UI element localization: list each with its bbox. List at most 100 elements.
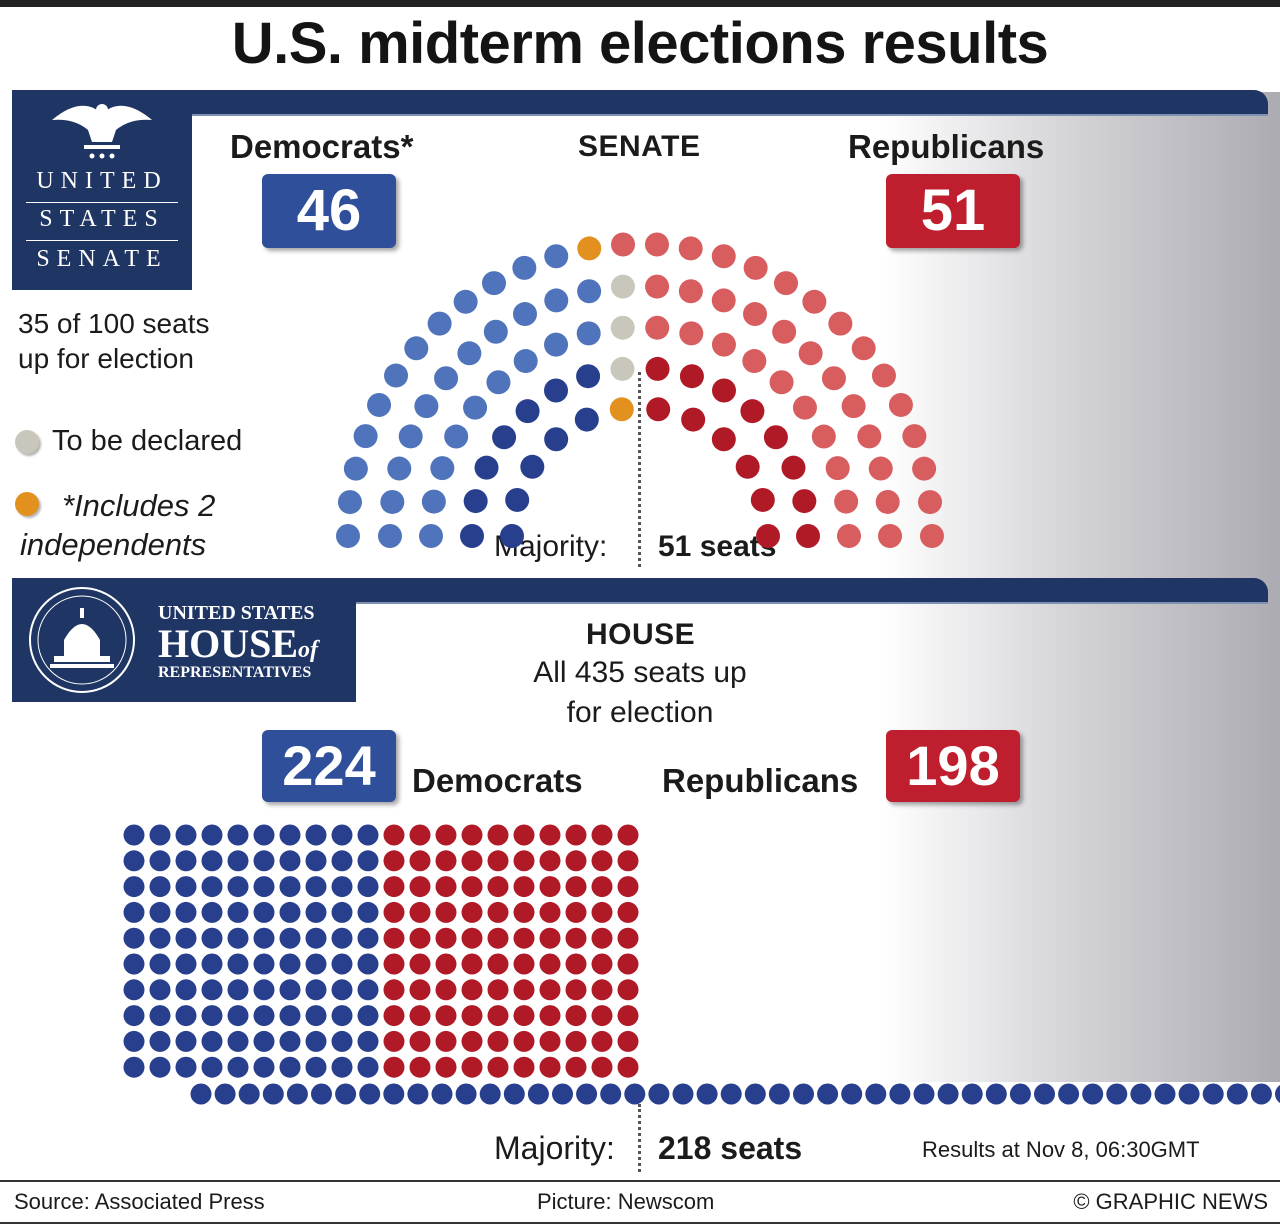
senate-seat-dem bbox=[380, 489, 405, 514]
house-seat-dem bbox=[817, 1083, 839, 1105]
house-seat-rep bbox=[435, 927, 457, 949]
house-seat-dem bbox=[227, 1030, 249, 1052]
senate-seat-rep bbox=[902, 424, 927, 449]
house-seat-rep bbox=[383, 901, 405, 923]
house-seat-rep bbox=[487, 1030, 509, 1052]
senate-seat-rep bbox=[802, 289, 827, 314]
house-seat-dem bbox=[123, 979, 145, 1001]
senate-seat-rep bbox=[769, 370, 794, 395]
house-seat-rep bbox=[487, 1056, 509, 1078]
senate-seats-note-1: 35 of 100 seats bbox=[18, 308, 210, 339]
house-seat-rep bbox=[565, 876, 587, 898]
senate-emblem: UNITED STATES SENATE bbox=[12, 90, 192, 290]
legend-independent-label-1: *Includes 2 bbox=[62, 488, 216, 523]
house-seat-rep bbox=[383, 1030, 405, 1052]
house-seat-rep bbox=[617, 953, 639, 975]
house-seat-dem bbox=[201, 850, 223, 872]
house-seat-dem bbox=[175, 979, 197, 1001]
senate-seat-rep bbox=[772, 319, 797, 344]
house-seat-dem bbox=[253, 927, 275, 949]
house-seat-dem bbox=[123, 876, 145, 898]
house-seat-dem bbox=[383, 1083, 405, 1105]
senate-seat-undeclared bbox=[610, 274, 635, 299]
house-seat-dem bbox=[123, 824, 145, 846]
house-seat-dem bbox=[431, 1083, 453, 1105]
legend-declared-label: To be declared bbox=[52, 425, 243, 457]
house-dem-label: Democrats bbox=[412, 762, 583, 799]
house-seat-rep bbox=[565, 1030, 587, 1052]
house-seat-dem bbox=[201, 979, 223, 1001]
house-seat-dem bbox=[149, 901, 171, 923]
house-heading: HOUSE bbox=[586, 618, 696, 651]
senate-seat-rep bbox=[756, 524, 780, 548]
senate-seat-rep bbox=[711, 427, 736, 452]
house-seat-dem bbox=[1082, 1083, 1104, 1105]
house-seat-dem bbox=[357, 1056, 379, 1078]
emblem-rule bbox=[26, 202, 178, 203]
senate-seat-dem bbox=[576, 321, 601, 346]
senate-seat-dem bbox=[512, 255, 537, 280]
senate-seat-dem bbox=[414, 394, 439, 419]
house-seat-rep bbox=[461, 927, 483, 949]
house-seat-dem bbox=[149, 1005, 171, 1027]
house-seat-dem bbox=[227, 1056, 249, 1078]
house-seat-dem bbox=[149, 953, 171, 975]
senate-seat-dem bbox=[482, 271, 506, 296]
house-seat-rep bbox=[565, 824, 587, 846]
senate-seat-rep bbox=[888, 392, 913, 417]
house-seat-dem bbox=[253, 876, 275, 898]
house-seat-dem bbox=[175, 953, 197, 975]
house-seat-dem bbox=[1058, 1083, 1080, 1105]
house-seat-rep bbox=[409, 1005, 431, 1027]
house-seat-dem bbox=[279, 1030, 301, 1052]
house-seat-dem bbox=[357, 1030, 379, 1052]
house-seat-dem bbox=[479, 1083, 501, 1105]
senate-rep-label: Republicans bbox=[848, 128, 1045, 165]
senate-seat-dem bbox=[430, 456, 455, 481]
house-seat-rep bbox=[617, 1030, 639, 1052]
house-seat-dem bbox=[190, 1083, 212, 1105]
house-seat-dem bbox=[961, 1083, 983, 1105]
house-seat-rep bbox=[565, 953, 587, 975]
senate-seat-dem bbox=[457, 341, 482, 366]
house-seat-rep bbox=[539, 901, 561, 923]
senate-seat-rep bbox=[678, 279, 703, 304]
senate-seat-rep bbox=[735, 454, 760, 479]
house-seat-dem bbox=[123, 1030, 145, 1052]
house-seat-rep bbox=[513, 1005, 535, 1027]
senate-seat-dem bbox=[427, 311, 452, 336]
house-seat-rep bbox=[487, 927, 509, 949]
house-seat-rep bbox=[383, 1005, 405, 1027]
house-seat-rep bbox=[539, 1005, 561, 1027]
house-seat-dem bbox=[201, 901, 223, 923]
house-seat-dem bbox=[331, 1056, 353, 1078]
senate-seat-rep bbox=[878, 524, 902, 548]
house-seat-dem bbox=[1130, 1083, 1152, 1105]
senate-seat-rep bbox=[851, 336, 876, 361]
senate-seat-dem bbox=[500, 524, 524, 548]
emblem-rule bbox=[26, 240, 178, 241]
senate-dem-label: Democrats* bbox=[230, 128, 414, 165]
eagle-icon bbox=[52, 104, 152, 159]
senate-seat-rep bbox=[912, 456, 937, 481]
senate-emblem-line2: STATES bbox=[39, 206, 165, 232]
house-seat-rep bbox=[617, 927, 639, 949]
house-seat-rep bbox=[591, 927, 613, 949]
house-seat-dem bbox=[201, 1030, 223, 1052]
house-seat-dem bbox=[201, 1056, 223, 1078]
house-seat-rep bbox=[487, 901, 509, 923]
house-seat-rep bbox=[513, 1030, 535, 1052]
house-seat-dem bbox=[624, 1083, 646, 1105]
house-seat-rep bbox=[539, 850, 561, 872]
senate-seat-rep bbox=[711, 288, 736, 313]
house-seat-dem bbox=[407, 1083, 429, 1105]
senate-seat-dem bbox=[544, 244, 569, 269]
house-seat-rep bbox=[539, 824, 561, 846]
senate-seat-dem bbox=[419, 524, 443, 548]
house-seat-dem bbox=[331, 850, 353, 872]
house-dem-count: 224 bbox=[262, 730, 396, 802]
house-seat-rep bbox=[435, 824, 457, 846]
senate-seat-dem bbox=[398, 424, 423, 449]
senate-seat-rep bbox=[611, 232, 636, 257]
